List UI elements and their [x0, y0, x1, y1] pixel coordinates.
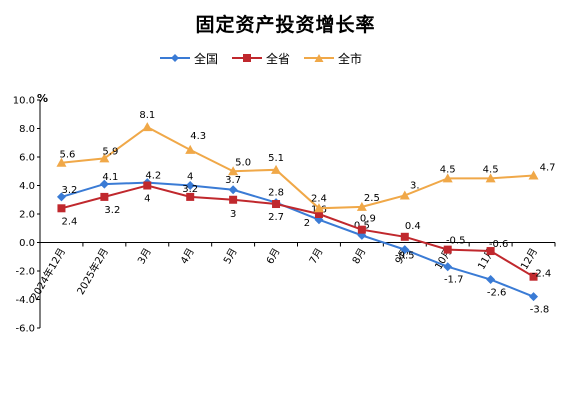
data-point-triangle: [56, 157, 67, 167]
data-label: -2.4: [532, 269, 552, 280]
y-tick-label: 10.0: [13, 96, 35, 107]
series-line-0: [61, 181, 534, 298]
data-point-triangle: [442, 173, 453, 183]
data-label: 4: [144, 194, 150, 205]
legend-label-city: 全市: [338, 51, 363, 66]
data-point-square: [529, 272, 538, 281]
data-point-triangle: [399, 190, 410, 200]
data-point-square: [272, 200, 281, 209]
data-label: -0.5: [446, 236, 466, 247]
x-tick-label: 3月: [135, 246, 154, 266]
data-label: 4.7: [540, 163, 556, 174]
data-point-diamond: [486, 275, 496, 285]
data-point-diamond: [400, 245, 410, 255]
data-label: 5.1: [268, 153, 284, 164]
y-tick-label: 6.0: [19, 153, 35, 164]
y-axis-unit: %: [37, 92, 49, 105]
data-label: -1.7: [444, 275, 464, 286]
data-point-diamond: [99, 179, 109, 189]
data-label: 2: [304, 218, 310, 229]
x-tick-label: 6月: [264, 246, 283, 266]
data-label: 5.9: [102, 146, 118, 157]
data-point-triangle: [485, 173, 496, 183]
data-label: 5.0: [235, 157, 251, 168]
data-label: 2.4: [62, 216, 78, 227]
x-tick-label: 5月: [221, 246, 240, 266]
series-line-2: [61, 125, 534, 210]
data-point-diamond: [185, 181, 195, 190]
data-label: 3.7: [225, 175, 241, 186]
y-tick-label: -6.0: [15, 324, 35, 335]
data-label: 2.5: [364, 193, 380, 204]
data-point-triangle: [142, 122, 153, 132]
data-label: -0.5: [395, 251, 415, 262]
data-point-diamond: [228, 185, 238, 195]
legend-item-province: 全省: [232, 50, 290, 67]
legend-item-national: 全国: [160, 50, 218, 67]
data-label: 3.2: [62, 185, 78, 196]
data-point-square: [486, 247, 495, 256]
data-label: -0.6: [489, 239, 509, 250]
y-tick-label: 0.0: [19, 238, 35, 249]
data-label: 3.2: [104, 205, 120, 216]
y-tick-label: -4.0: [15, 295, 35, 306]
chart-title: 固定资产投资增长率: [195, 14, 376, 36]
data-point-triangle: [313, 203, 324, 213]
legend-swatch-province: [232, 54, 263, 62]
data-point-diamond: [443, 262, 453, 272]
legend: 全国 全省 全市: [160, 48, 362, 68]
data-label: 4.5: [440, 164, 456, 175]
legend-item-city: 全市: [304, 50, 362, 67]
y-tick-label: 8.0: [19, 124, 35, 135]
data-label: 4.1: [102, 172, 118, 183]
data-label: 4.5: [483, 164, 499, 175]
data-point-square: [229, 195, 238, 204]
data-point-square: [357, 225, 366, 234]
y-tick-label: 4.0: [19, 181, 35, 192]
data-point-triangle: [356, 201, 367, 211]
x-tick-label: 4月: [178, 246, 197, 266]
legend-swatch-national: [160, 54, 190, 62]
data-point-diamond: [529, 292, 539, 302]
legend-swatch-city: [304, 54, 335, 62]
legend-label-province: 全省: [266, 51, 291, 66]
data-label: 2.4: [311, 193, 327, 204]
data-label: 4.3: [190, 131, 206, 142]
data-point-diamond: [56, 192, 66, 202]
data-point-square: [186, 192, 195, 201]
data-point-triangle: [99, 153, 110, 163]
data-label: 8.1: [139, 110, 155, 121]
data-point-square: [57, 204, 66, 213]
data-point-triangle: [185, 144, 196, 154]
y-tick-label: 2.0: [19, 210, 35, 221]
data-point-square: [314, 210, 323, 218]
y-tick-label: -2.0: [15, 267, 35, 278]
data-label: -3.8: [530, 305, 550, 316]
data-label: 3: [230, 209, 236, 220]
data-label: 2.7: [268, 212, 284, 223]
series-line-1: [61, 184, 535, 278]
x-tick-label: 2025年2月: [74, 246, 111, 297]
data-point-triangle: [528, 170, 539, 180]
legend-label-national: 全国: [194, 51, 219, 66]
data-label: 2.8: [268, 188, 284, 199]
data-label: 0.9: [360, 214, 376, 225]
data-point-square: [143, 181, 152, 190]
data-label: 4: [187, 172, 193, 183]
data-point-triangle: [228, 166, 239, 176]
x-tick-label: 8月: [350, 246, 369, 266]
data-label: 5.6: [60, 150, 76, 161]
data-label: 3.: [410, 180, 420, 191]
data-label: -2.6: [487, 288, 507, 299]
data-point-square: [400, 232, 409, 241]
data-label: 0.4: [405, 221, 421, 232]
data-label: 3.2: [182, 184, 198, 195]
x-tick-label: 7月: [307, 246, 326, 266]
data-point-square: [443, 245, 452, 254]
data-label: 4.2: [145, 171, 161, 182]
data-point-triangle: [271, 164, 282, 174]
data-point-square: [100, 192, 109, 201]
